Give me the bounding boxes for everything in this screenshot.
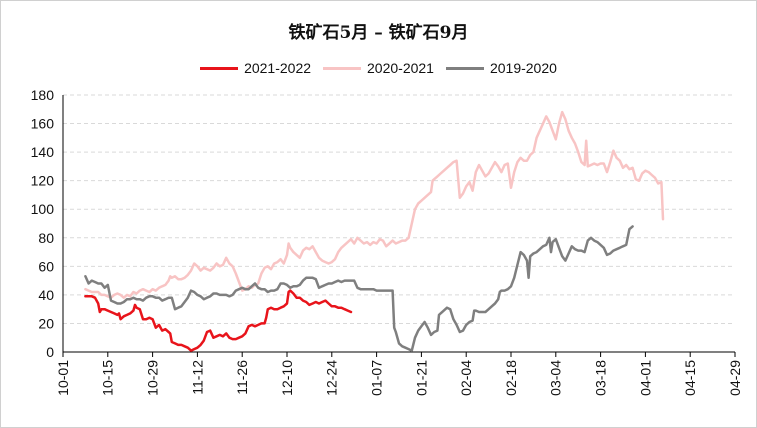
y-tick-label: 20 [38,315,54,331]
chart-title: 铁矿石5月 – 铁矿石9月 [288,23,469,43]
x-tick-label: 01-21 [413,360,429,396]
x-tick-label: 10-29 [145,360,161,396]
x-tick-label: 04-15 [682,360,698,396]
y-tick-label: 100 [31,201,55,217]
x-tick-label: 12-10 [279,360,295,396]
x-tick-label: 11-26 [234,360,250,395]
x-tick-label: 03-18 [593,360,609,396]
x-tick-label: 11-12 [189,360,205,395]
y-tick-label: 0 [46,344,54,360]
y-tick-label: 80 [38,230,54,246]
x-tick-label: 04-01 [637,360,653,396]
legend-item: 2020-2021 [323,60,434,76]
y-tick-label: 120 [31,173,55,189]
x-tick-label: 10-01 [55,360,71,396]
y-tick-label: 60 [38,258,54,274]
chart-legend: 2021-2022 2020-2021 2019-2020 [0,60,757,76]
y-tick-label: 160 [31,116,55,132]
series-line-2021-2022 [84,289,353,352]
y-tick-label: 140 [31,144,55,160]
x-tick-label: 04-29 [727,360,743,396]
x-tick-label: 01-07 [369,360,385,396]
x-tick-label: 12-24 [324,360,340,396]
y-tick-label: 180 [31,87,55,103]
legend-label: 2020-2021 [367,60,434,76]
x-tick-label: 03-04 [548,360,564,396]
x-tick-label: 02-18 [503,360,519,396]
legend-swatch [445,66,484,70]
x-tick-label: 10-15 [100,360,116,396]
series-line-2020-2021 [84,110,665,299]
legend-swatch [200,66,239,70]
series-line-2019-2020 [84,225,634,352]
y-tick-label: 40 [38,287,54,303]
legend-label: 2019-2020 [489,60,557,76]
legend-swatch [323,66,362,70]
legend-item: 2019-2020 [445,60,557,76]
legend-label: 2021-2022 [244,60,312,76]
x-tick-label: 02-04 [458,360,474,396]
legend-item: 2021-2022 [200,60,311,76]
